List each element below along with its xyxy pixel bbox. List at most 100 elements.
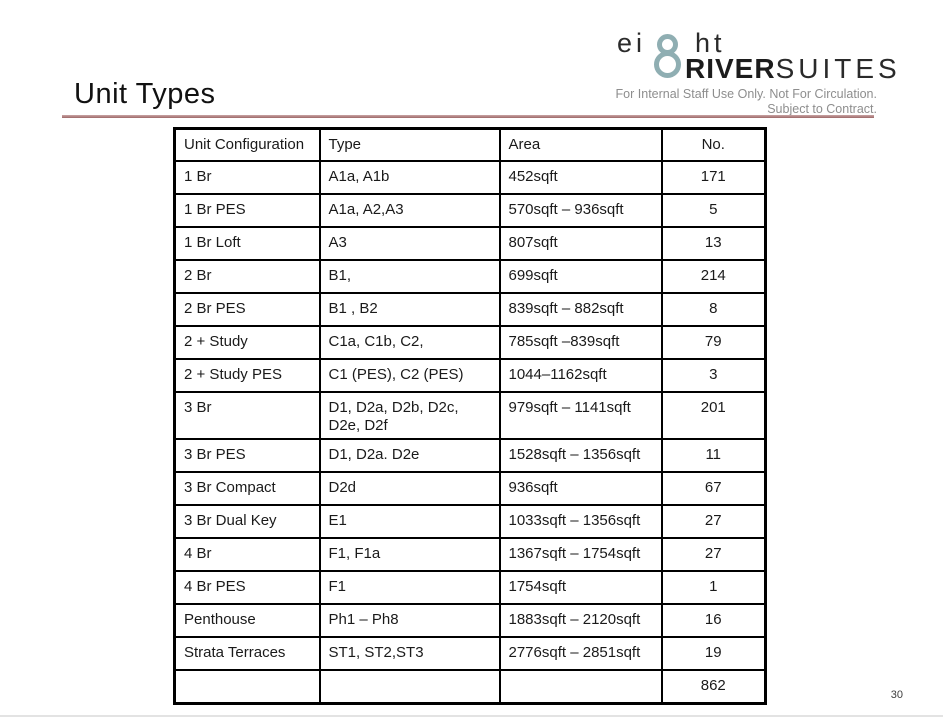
logo-text-suites: SUITES [775, 53, 901, 84]
logo-text-river: RIVER [685, 53, 776, 84]
table-cell: A1a, A2,A3 [318, 192, 501, 228]
title-divider [62, 115, 874, 118]
unit-types-table: Unit Configuration Type Area No. 1 Br A1a… [173, 127, 767, 705]
table-row: 862 [173, 669, 767, 704]
table-cell: 4 Br [173, 537, 321, 572]
table-cell: 5 [660, 192, 767, 228]
table-cell: 979sqft – 1141sqft [498, 390, 663, 440]
table-cell: ST1, ST2,ST3 [318, 636, 501, 671]
table-cell: 3 Br Compact [173, 471, 321, 506]
table-cell: 699sqft [498, 258, 663, 294]
table-row: 1 Br Loft A3 807sqft 13 [173, 225, 767, 261]
table-cell: D2d [318, 471, 501, 506]
table-row: Penthouse Ph1 – Ph8 1883sqft – 2120sqft 16 [173, 603, 767, 638]
table-row: 2 + Study C1a, C1b, C2, 785sqft –839sqft 79 [173, 324, 767, 360]
logo-brandline: RIVERSUITES [685, 53, 901, 85]
table-cell: 807sqft [498, 225, 663, 261]
table-cell: 785sqft –839sqft [498, 324, 663, 360]
page-number: 30 [890, 689, 903, 701]
figure-eight-rings-icon [654, 51, 681, 78]
table-cell: 452sqft [498, 159, 663, 195]
header-type: Type [318, 127, 501, 162]
table-cell: A1a, A1b [318, 159, 501, 195]
table-cell: F1 [318, 570, 501, 605]
table-cell: 936sqft [498, 471, 663, 506]
table-header-row: Unit Configuration Type Area No. [173, 127, 767, 162]
table-cell: 2776sqft – 2851sqft [498, 636, 663, 671]
table-cell: 27 [660, 504, 767, 539]
table-cell: 839sqft – 882sqft [498, 291, 663, 327]
table-cell: 1883sqft – 2120sqft [498, 603, 663, 638]
table-cell: A3 [318, 225, 501, 261]
table-cell: D1, D2a. D2e [318, 438, 501, 473]
table-cell: 19 [660, 636, 767, 671]
table-cell: 1754sqft [498, 570, 663, 605]
unit-table-body: 1 Br A1a, A1b 452sqft 171 1 Br PES A1a, A2,A3… [173, 159, 767, 704]
table-cell: 67 [660, 471, 767, 506]
table-cell: E1 [318, 504, 501, 539]
disclaimer-line-1: For Internal Staff Use Only. Not For Cir… [615, 87, 877, 101]
table-cell: 570sqft – 936sqft [498, 192, 663, 228]
header-area: Area [498, 127, 663, 162]
logo-text-ht: ht [695, 28, 726, 58]
page-title: Unit Types [74, 78, 216, 110]
table-cell: 1528sqft – 1356sqft [498, 438, 663, 473]
table-cell: 3 Br [173, 390, 321, 440]
table-cell: 2 + Study PES [173, 357, 321, 393]
table-cell: 16 [660, 603, 767, 638]
table-cell: 201 [660, 390, 767, 440]
table-cell: 2 Br PES [173, 291, 321, 327]
table-cell: 214 [660, 258, 767, 294]
table-cell: 171 [660, 159, 767, 195]
table-row: 1 Br PES A1a, A2,A3 570sqft – 936sqft 5 [173, 192, 767, 228]
table-cell: 1 [660, 570, 767, 605]
table-cell: C1 (PES), C2 (PES) [318, 357, 501, 393]
table-row: 3 Br PES D1, D2a. D2e 1528sqft – 1356sqft 1… [173, 438, 767, 473]
table-cell: 27 [660, 537, 767, 572]
table-cell [498, 669, 663, 704]
table-row: 4 Br F1, F1a 1367sqft – 1754sqft 27 [173, 537, 767, 572]
table-cell: 4 Br PES [173, 570, 321, 605]
disclaimer-line-2: Subject to Contract. [767, 101, 877, 116]
logo-text-ei: ei [617, 28, 647, 58]
header-no: No. [660, 127, 767, 162]
table-cell: 2 Br [173, 258, 321, 294]
table-cell: 1 Br PES [173, 192, 321, 228]
logo: ei ht RIVERSUITES [617, 28, 897, 86]
table-row: 4 Br PES F1 1754sqft 1 [173, 570, 767, 605]
table-row: 2 + Study PES C1 (PES), C2 (PES) 1044–1162… [173, 357, 767, 393]
table-cell: 3 Br Dual Key [173, 504, 321, 539]
table-row: 2 Br B1, 699sqft 214 [173, 258, 767, 294]
table-cell: Strata Terraces [173, 636, 321, 671]
table-cell: 1033sqft – 1356sqft [498, 504, 663, 539]
table-cell: B1 , B2 [318, 291, 501, 327]
table-cell: 11 [660, 438, 767, 473]
table-row: Strata Terraces ST1, ST2,ST3 2776sqft – 28… [173, 636, 767, 671]
table-cell: 1 Br Loft [173, 225, 321, 261]
table-cell: C1a, C1b, C2, [318, 324, 501, 360]
table-cell: 79 [660, 324, 767, 360]
table-cell: F1, F1a [318, 537, 501, 572]
table-row: 3 Br Dual Key E1 1033sqft – 1356sqft 27 [173, 504, 767, 539]
table-cell: 2 + Study [173, 324, 321, 360]
table-cell: 1367sqft – 1754sqft [498, 537, 663, 572]
table-cell: 1044–1162sqft [498, 357, 663, 393]
disclaimer: For Internal Staff Use Only. Not For Cir… [616, 87, 877, 117]
table-row: 3 Br D1, D2a, D2b, D2c, D2e, D2f 979sqft –… [173, 390, 767, 440]
table-cell [318, 669, 501, 704]
table-cell: 3 Br PES [173, 438, 321, 473]
table-row: 1 Br A1a, A1b 452sqft 171 [173, 159, 767, 195]
table-cell: Penthouse [173, 603, 321, 638]
table-cell: D1, D2a, D2b, D2c, D2e, D2f [318, 390, 501, 440]
table-row: 2 Br PES B1 , B2 839sqft – 882sqft 8 [173, 291, 767, 327]
table-cell: 1 Br [173, 159, 321, 195]
header-unit-configuration: Unit Configuration [173, 127, 321, 162]
table-cell: 862 [660, 669, 767, 704]
table-cell [173, 669, 321, 704]
table-cell: B1, [318, 258, 501, 294]
table-row: 3 Br Compact D2d 936sqft 67 [173, 471, 767, 506]
table-cell: Ph1 – Ph8 [318, 603, 501, 638]
table-cell: 8 [660, 291, 767, 327]
table-cell: 13 [660, 225, 767, 261]
